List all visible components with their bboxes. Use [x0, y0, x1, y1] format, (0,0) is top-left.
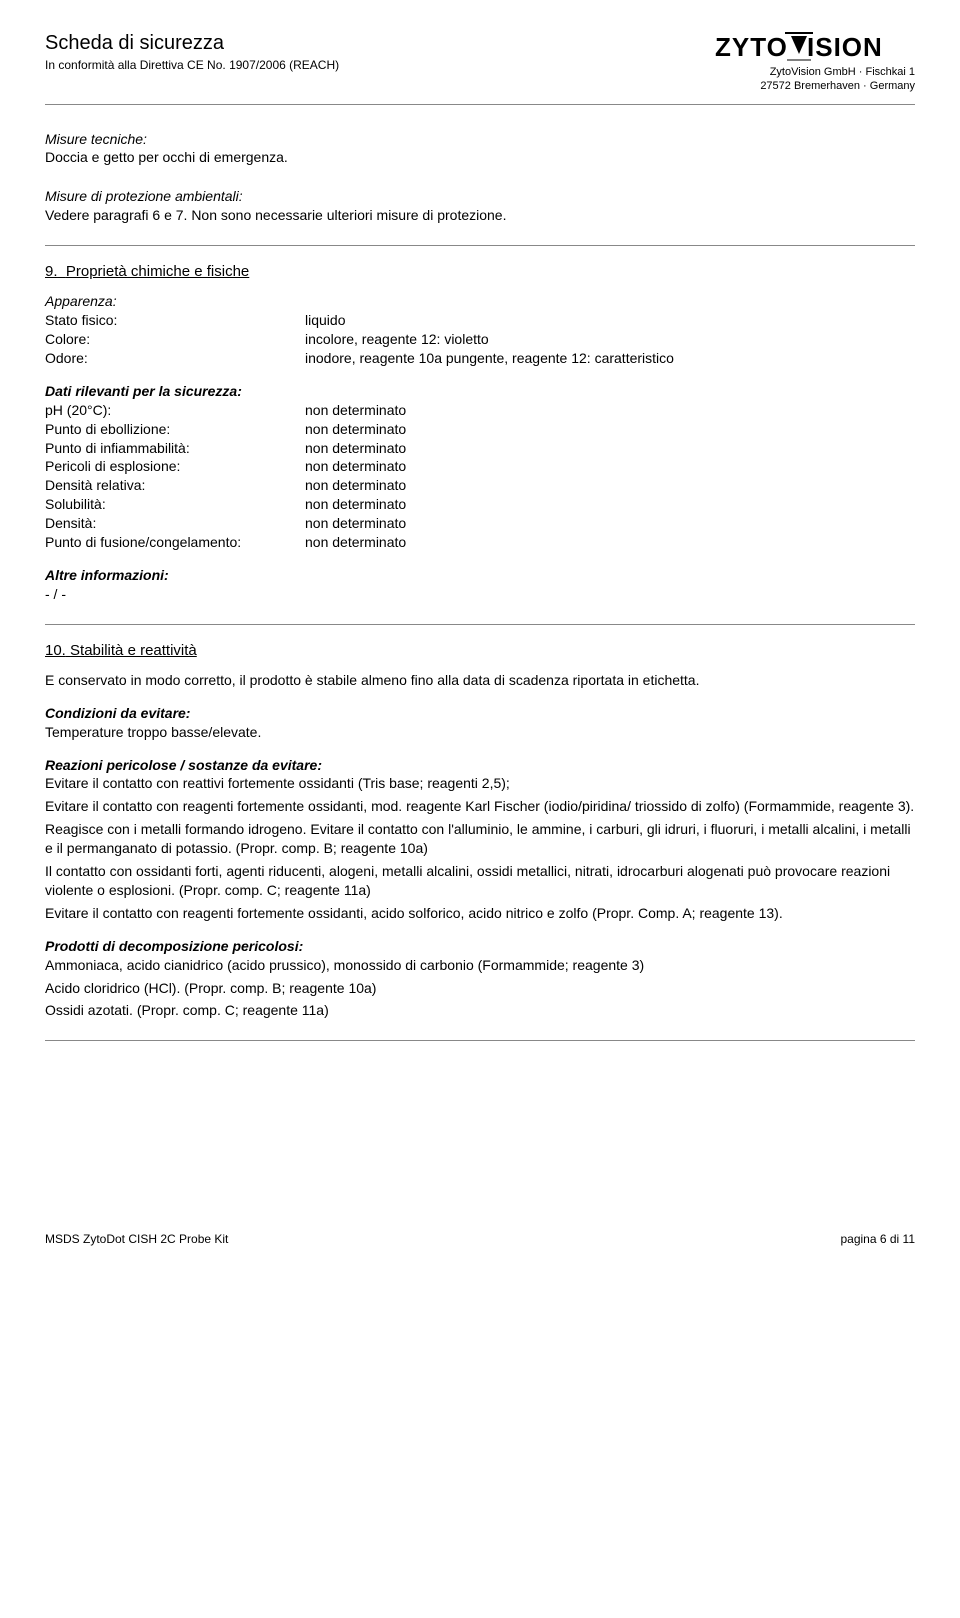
section-10-heading: 10. Stabilità e reattività: [45, 641, 915, 661]
kv-row: pH (20°C): non determinato: [45, 401, 915, 420]
svg-text:ISION: ISION: [807, 32, 883, 62]
kv-row: Pericoli di esplosione: non determinato: [45, 457, 915, 476]
header-left: Scheda di sicurezza In conformità alla D…: [45, 30, 339, 73]
header-right: ZYTO ISION ZytoVision GmbH · Fischkai 1 …: [715, 30, 915, 94]
misure-ambientali: Misure di protezione ambientali: Vedere …: [45, 187, 915, 225]
dati-heading: Dati rilevanti per la sicurezza:: [45, 382, 915, 401]
kv-key: Punto di fusione/congelamento:: [45, 533, 305, 552]
altre-heading: Altre informazioni:: [45, 566, 915, 585]
kv-val: non determinato: [305, 514, 406, 533]
kv-key: Densità relativa:: [45, 476, 305, 495]
doc-title: Scheda di sicurezza: [45, 30, 339, 57]
reazioni-line: Evitare il contatto con reagenti forteme…: [45, 904, 915, 923]
apparenza-rows: Stato fisico: liquido Colore: incolore, …: [45, 311, 915, 368]
prodotti-line: Ossidi azotati. (Propr. comp. C; reagent…: [45, 1001, 915, 1020]
reazioni-line: Evitare il contatto con reagenti forteme…: [45, 797, 915, 816]
kv-row: Densità: non determinato: [45, 514, 915, 533]
svg-text:ZYTO: ZYTO: [715, 32, 788, 62]
divider: [45, 245, 915, 246]
altre-value: - / -: [45, 585, 915, 604]
company-line-1: ZytoVision GmbH · Fischkai 1: [715, 66, 915, 80]
kv-val: incolore, reagente 12: violetto: [305, 330, 489, 349]
footer-right: pagina 6 di 11: [840, 1231, 915, 1247]
kv-row: Densità relativa: non determinato: [45, 476, 915, 495]
condizioni-value: Temperature troppo basse/elevate.: [45, 723, 915, 742]
kv-val: non determinato: [305, 495, 406, 514]
kv-val: non determinato: [305, 439, 406, 458]
reazioni-heading: Reazioni pericolose / sostanze da evitar…: [45, 756, 915, 775]
apparenza-heading: Apparenza:: [45, 292, 915, 311]
doc-subtitle: In conformità alla Direttiva CE No. 1907…: [45, 57, 339, 73]
kv-key: Odore:: [45, 349, 305, 368]
kv-row: Stato fisico: liquido: [45, 311, 915, 330]
footer-left: MSDS ZytoDot CISH 2C Probe Kit: [45, 1231, 228, 1247]
kv-key: Punto di ebollizione:: [45, 420, 305, 439]
company-line-2: 27572 Bremerhaven · Germany: [715, 80, 915, 94]
misure-ambientali-heading: Misure di protezione ambientali:: [45, 187, 915, 206]
section-9-num: 9.: [45, 263, 58, 280]
logo: ZYTO ISION: [715, 30, 915, 66]
kv-val: inodore, reagente 10a pungente, reagente…: [305, 349, 674, 368]
kv-val: non determinato: [305, 476, 406, 495]
section-9-title: Proprietà chimiche e fisiche: [66, 263, 249, 280]
kv-key: Densità:: [45, 514, 305, 533]
section-9: 9. Proprietà chimiche e fisiche Apparenz…: [45, 262, 915, 604]
kv-key: pH (20°C):: [45, 401, 305, 420]
page-header: Scheda di sicurezza In conformità alla D…: [45, 30, 915, 105]
kv-key: Stato fisico:: [45, 311, 305, 330]
section-10-num: 10.: [45, 642, 66, 659]
reazioni-line: Evitare il contatto con reattivi forteme…: [45, 774, 915, 793]
divider: [45, 624, 915, 625]
divider: [45, 1040, 915, 1041]
page-footer: MSDS ZytoDot CISH 2C Probe Kit pagina 6 …: [45, 1231, 915, 1247]
section-10: 10. Stabilità e reattività E conservato …: [45, 641, 915, 1021]
prodotti-line: Acido cloridrico (HCl). (Propr. comp. B;…: [45, 979, 915, 998]
kv-row: Punto di infiammabilità: non determinato: [45, 439, 915, 458]
misure-tecniche-body: Doccia e getto per occhi di emergenza.: [45, 148, 915, 167]
kv-val: liquido: [305, 311, 345, 330]
zytovision-logo-icon: ZYTO ISION: [715, 30, 915, 66]
kv-row: Colore: incolore, reagente 12: violetto: [45, 330, 915, 349]
reazioni-lines: Evitare il contatto con reattivi forteme…: [45, 774, 915, 922]
section-9-heading: 9. Proprietà chimiche e fisiche: [45, 262, 915, 282]
section-10-title: Stabilità e reattività: [70, 642, 197, 659]
kv-val: non determinato: [305, 533, 406, 552]
kv-key: Solubilità:: [45, 495, 305, 514]
reazioni-line: Reagisce con i metalli formando idrogeno…: [45, 820, 915, 858]
prodotti-lines: Ammoniaca, acido cianidrico (acido pruss…: [45, 956, 915, 1021]
kv-val: non determinato: [305, 401, 406, 420]
kv-row: Solubilità: non determinato: [45, 495, 915, 514]
kv-key: Punto di infiammabilità:: [45, 439, 305, 458]
reazioni-line: Il contatto con ossidanti forti, agenti …: [45, 862, 915, 900]
kv-row: Odore: inodore, reagente 10a pungente, r…: [45, 349, 915, 368]
prodotti-line: Ammoniaca, acido cianidrico (acido pruss…: [45, 956, 915, 975]
kv-row: Punto di ebollizione: non determinato: [45, 420, 915, 439]
kv-key: Pericoli di esplosione:: [45, 457, 305, 476]
kv-row: Punto di fusione/congelamento: non deter…: [45, 533, 915, 552]
misure-ambientali-body: Vedere paragrafi 6 e 7. Non sono necessa…: [45, 206, 915, 225]
kv-val: non determinato: [305, 457, 406, 476]
dati-rows: pH (20°C): non determinato Punto di ebol…: [45, 401, 915, 552]
misure-tecniche: Misure tecniche: Doccia e getto per occh…: [45, 130, 915, 168]
prodotti-heading: Prodotti di decomposizione pericolosi:: [45, 937, 915, 956]
kv-key: Colore:: [45, 330, 305, 349]
kv-val: non determinato: [305, 420, 406, 439]
section-10-intro: E conservato in modo corretto, il prodot…: [45, 671, 915, 690]
condizioni-heading: Condizioni da evitare:: [45, 704, 915, 723]
misure-tecniche-heading: Misure tecniche:: [45, 130, 915, 149]
